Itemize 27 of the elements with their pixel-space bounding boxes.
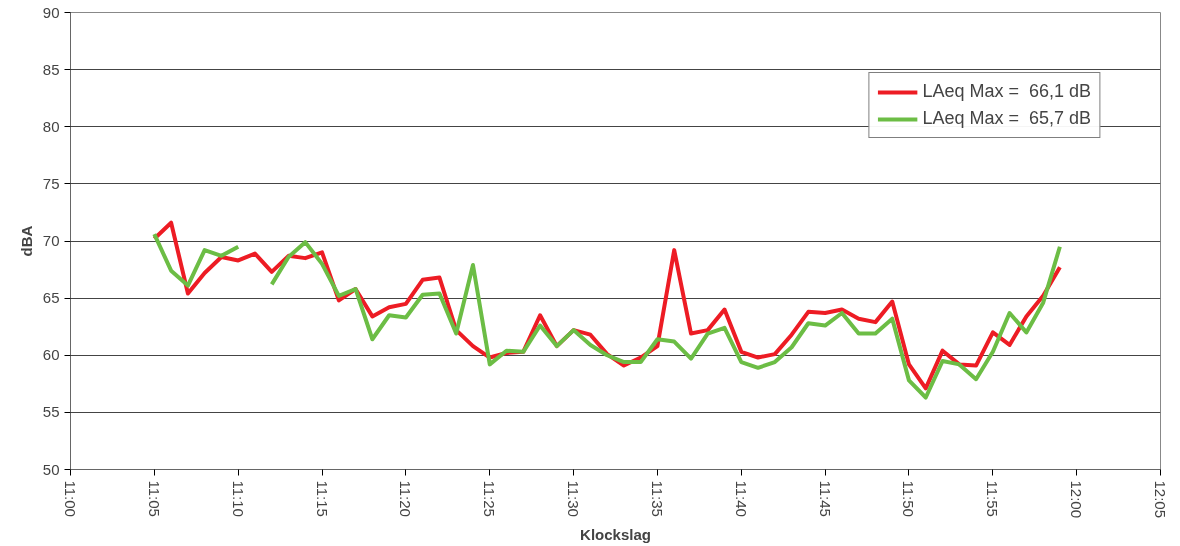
y-tick-label: 80	[42, 117, 60, 135]
x-tick-label: 11:10	[229, 480, 247, 517]
y-tick-label: 65	[42, 289, 60, 307]
y-tick-label: 70	[42, 232, 60, 249]
x-tick-label: 11:35	[648, 480, 666, 517]
x-tick-label: 11:45	[816, 480, 834, 517]
x-tick-label: 11:30	[565, 480, 583, 517]
x-tick-label: 11:05	[145, 480, 163, 517]
y-tick-label: 60	[42, 346, 60, 364]
y-tick-label: 55	[42, 403, 60, 421]
x-tick-label: 11:25	[481, 480, 499, 517]
x-tick-label: 11:55	[984, 480, 1002, 517]
x-tick-label: 11:15	[313, 480, 331, 517]
x-tick-label: 12:05	[1152, 480, 1169, 519]
y-tick-label: 50	[42, 460, 60, 478]
y-tick-label: 85	[42, 60, 60, 78]
x-tick-label: 11:50	[900, 480, 918, 517]
y-axis-title: dBA	[17, 225, 35, 257]
x-axis-title: Klockslag	[580, 526, 651, 544]
y-tick-label: 90	[42, 3, 60, 21]
legend-label: LAeq Max = 66,1 dB	[922, 81, 1091, 102]
x-tick-label: 11:40	[732, 480, 750, 517]
x-tick-label: 12:00	[1068, 480, 1086, 519]
x-tick-label: 11:20	[397, 480, 415, 517]
legend-label: LAeq Max = 65,7 dB	[922, 108, 1091, 129]
x-tick-label: 11:00	[62, 480, 79, 517]
y-tick-label: 75	[42, 174, 60, 192]
